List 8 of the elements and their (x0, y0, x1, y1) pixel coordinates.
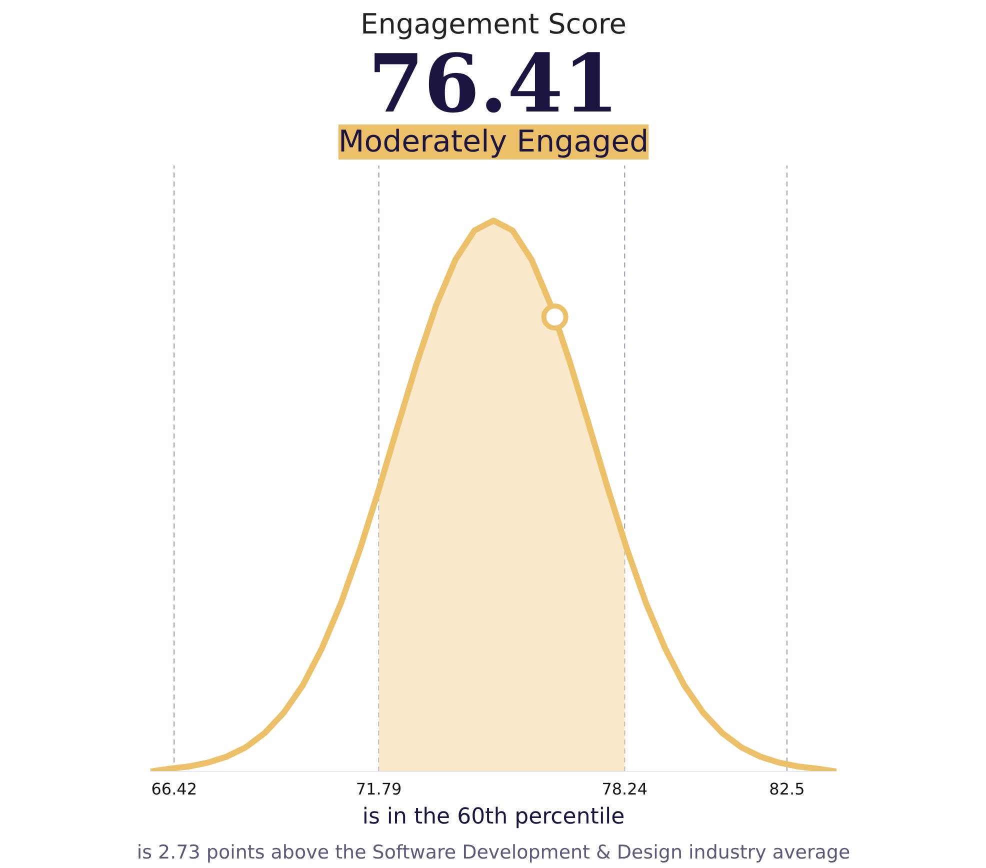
x-tick-label: 66.42 (151, 780, 198, 798)
x-tick-label: 78.24 (602, 780, 648, 798)
text: Moderately Engaged (338, 124, 649, 160)
chart-title: Engagement Score (360, 8, 626, 40)
text: is in the 60th percentile (362, 804, 625, 830)
x-tick-label: 82.5 (769, 780, 805, 798)
text: is 2.73 points above the Software Development & Design industry average (136, 842, 850, 864)
x-tick-label: 71.79 (356, 780, 402, 798)
